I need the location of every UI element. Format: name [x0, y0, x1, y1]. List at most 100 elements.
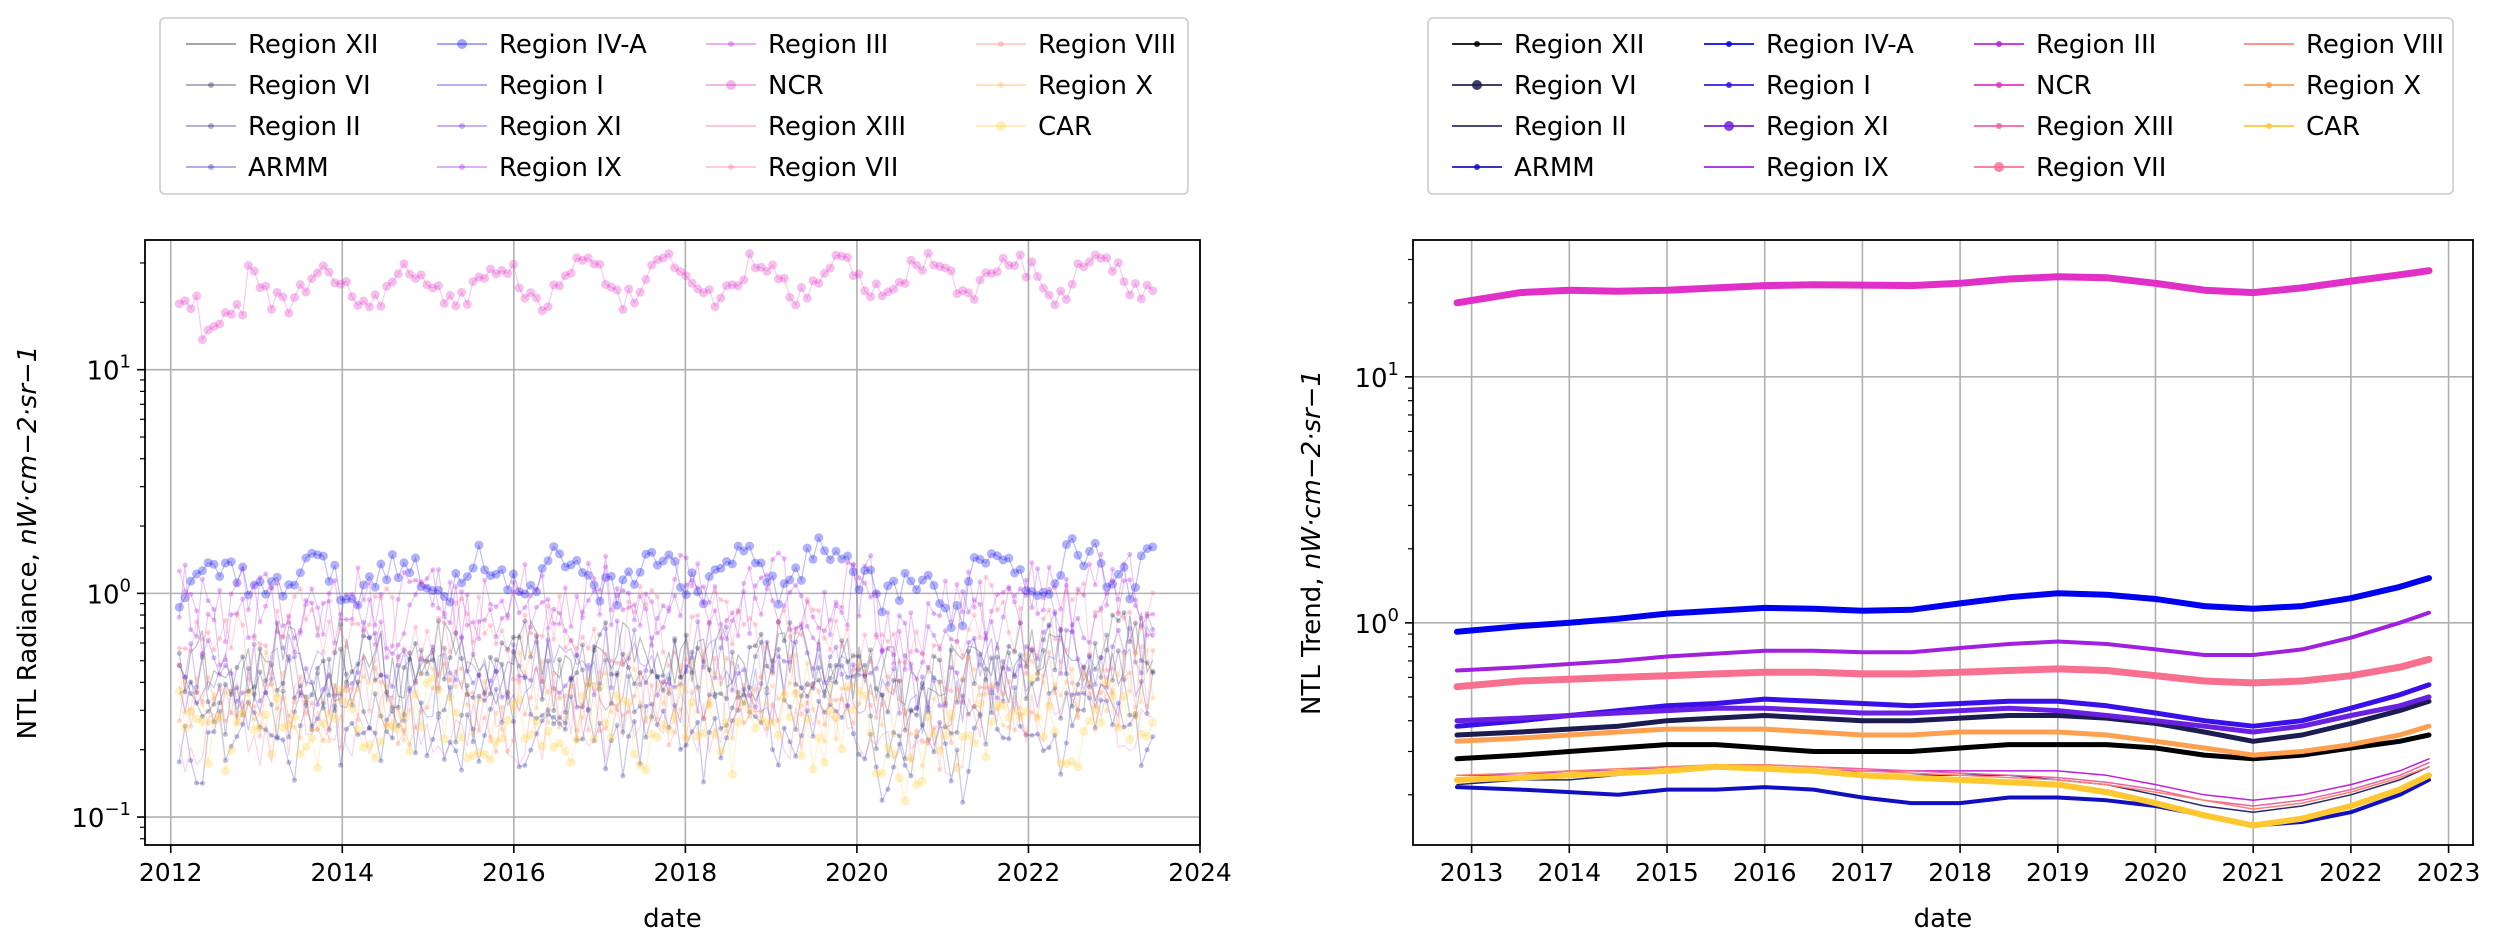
- data-point: [724, 655, 730, 661]
- data-point: [568, 677, 574, 683]
- data-point: [775, 717, 781, 723]
- data-point: [222, 690, 228, 696]
- data-point: [1087, 640, 1092, 646]
- data-point: [280, 623, 286, 629]
- data-point: [211, 696, 217, 702]
- data-point: [384, 689, 390, 695]
- data-point: [378, 758, 384, 764]
- data-point: [482, 698, 488, 703]
- data-point: [1058, 671, 1064, 677]
- data-point: [1023, 651, 1029, 657]
- data-point: [960, 653, 966, 659]
- data-point: [574, 593, 580, 599]
- data-point: [964, 576, 973, 586]
- data-point: [971, 681, 977, 687]
- data-point: [1136, 294, 1146, 304]
- data-point: [522, 605, 528, 610]
- legend-label: Region VI: [248, 71, 371, 101]
- data-point: [608, 700, 614, 706]
- data-point: [395, 596, 401, 602]
- data-point: [215, 572, 225, 581]
- data-point: [269, 681, 274, 687]
- data-point: [280, 695, 286, 701]
- data-point: [845, 559, 850, 565]
- data-point: [925, 664, 931, 670]
- data-point: [704, 572, 714, 581]
- data-point: [966, 656, 971, 661]
- data-point: [787, 704, 793, 710]
- data-point: [574, 646, 580, 651]
- data-point: [290, 293, 299, 302]
- data-point: [960, 699, 966, 705]
- data-point: [839, 671, 845, 677]
- data-point: [464, 668, 470, 674]
- data-point: [868, 713, 874, 719]
- data-point: [324, 709, 334, 719]
- data-point: [315, 605, 321, 611]
- data-point: [532, 587, 541, 597]
- data-point: [914, 676, 920, 682]
- data-point: [1125, 594, 1135, 604]
- data-point: [712, 691, 718, 697]
- data-point: [487, 738, 493, 744]
- data-point: [643, 680, 649, 686]
- data-point: [1063, 671, 1069, 677]
- data-point: [768, 718, 778, 727]
- data-point: [1144, 613, 1150, 619]
- y-tick-label: 100: [86, 575, 131, 610]
- data-point: [1012, 649, 1018, 655]
- legend-marker: [1724, 121, 1734, 131]
- data-point: [798, 621, 804, 627]
- data-point: [603, 626, 609, 632]
- data-point: [787, 659, 793, 665]
- data-point: [1131, 583, 1140, 592]
- data-point: [545, 603, 551, 609]
- data-point: [802, 543, 812, 553]
- data-point: [931, 675, 937, 681]
- data-point: [180, 723, 190, 733]
- data-point: [1038, 283, 1048, 293]
- data-point: [637, 700, 643, 706]
- data-point: [620, 660, 626, 666]
- data-point: [781, 556, 787, 562]
- data-point: [505, 646, 511, 652]
- data-point: [557, 593, 562, 599]
- data-point: [839, 696, 845, 702]
- data-point: [664, 725, 674, 735]
- data-point: [862, 669, 868, 674]
- data-point: [532, 716, 541, 726]
- data-point: [234, 685, 240, 691]
- data-point: [528, 630, 534, 636]
- data-point: [353, 724, 363, 734]
- data-point: [1035, 714, 1041, 720]
- legend-item: Region IX: [437, 153, 622, 183]
- data-point: [722, 717, 732, 727]
- data-point: [925, 668, 931, 674]
- data-point: [320, 658, 326, 664]
- data-point: [718, 675, 724, 681]
- data-point: [562, 720, 568, 726]
- x-tick-label: 2012: [139, 858, 203, 887]
- data-point: [883, 743, 893, 752]
- data-point: [274, 620, 280, 626]
- data-point: [908, 666, 914, 671]
- data-point: [992, 700, 1002, 710]
- data-point: [791, 563, 801, 573]
- data-point: [389, 726, 395, 732]
- data-point: [739, 697, 749, 707]
- data-point: [199, 699, 205, 704]
- data-point: [422, 280, 432, 290]
- data-point: [712, 655, 718, 661]
- data-point: [914, 734, 920, 740]
- data-point: [998, 253, 1008, 263]
- data-point: [534, 604, 539, 610]
- legend-item: Region IV-A: [437, 30, 647, 60]
- x-tick-label: 2018: [1928, 858, 1992, 887]
- data-point: [222, 663, 228, 669]
- data-point: [240, 712, 246, 718]
- x-axis-label: date: [643, 904, 702, 934]
- data-point: [389, 708, 395, 714]
- data-point: [510, 642, 516, 648]
- data-point: [1138, 670, 1144, 676]
